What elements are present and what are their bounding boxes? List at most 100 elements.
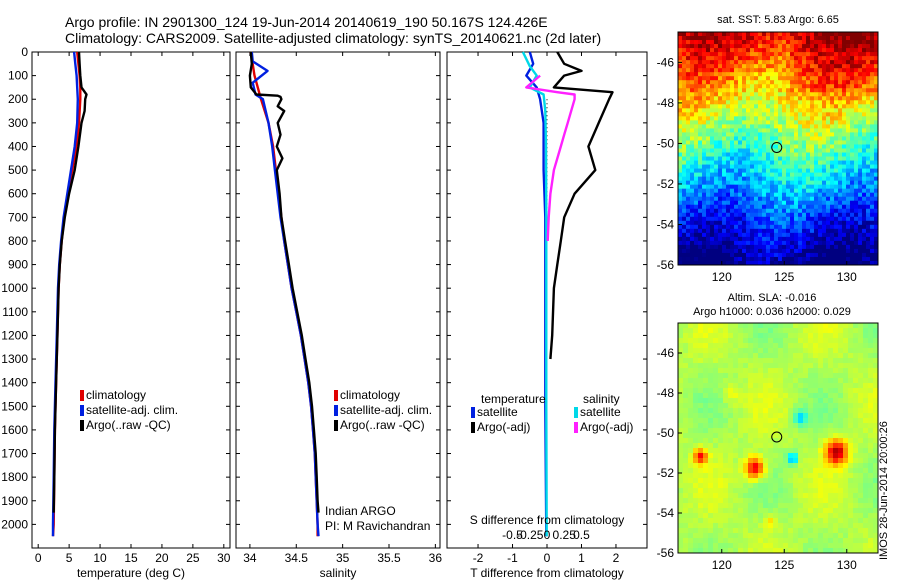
- sla-map-cell: [848, 508, 854, 514]
- sla-map-cell: [743, 423, 749, 429]
- sst-map-cell: [690, 200, 695, 206]
- sla-map-cell: [693, 363, 699, 369]
- sst-map-cell: [758, 112, 763, 117]
- sst-map-cell: [762, 156, 767, 161]
- sla-map-cell: [743, 353, 749, 359]
- sst-map-cell: [718, 204, 723, 210]
- sla-map-cell: [873, 403, 879, 409]
- sst-map-cell: [838, 228, 843, 234]
- sst-map-cell: [746, 180, 751, 186]
- sst-map-cell: [722, 200, 727, 206]
- sst-map-cell: [750, 128, 755, 133]
- sst-map-cell: [698, 256, 703, 262]
- sst-map-cell: [754, 92, 759, 97]
- sla-map-cell: [828, 328, 834, 334]
- sst-map-cell: [786, 260, 791, 266]
- sla-map-cell: [853, 538, 859, 544]
- sst-map-cell: [678, 200, 683, 206]
- sst-map-cell: [826, 136, 831, 141]
- sst-map-cell: [798, 112, 803, 117]
- sst-map-cell: [794, 260, 799, 266]
- sst-map-cell: [826, 208, 831, 214]
- sst-map-cell: [706, 56, 711, 61]
- sst-map-cell: [690, 260, 695, 266]
- sla-map-cell: [873, 458, 879, 464]
- sst-map-cell: [706, 252, 711, 258]
- sst-map-cell: [778, 176, 783, 182]
- sst-map-cell: [778, 188, 783, 194]
- sst-map-cell: [866, 144, 871, 149]
- sst-map-cell: [806, 188, 811, 194]
- sst-map-cell: [722, 60, 727, 65]
- sst-map-cell: [678, 32, 683, 37]
- sst-map-cell: [842, 196, 847, 202]
- sst-map-cell: [786, 52, 791, 57]
- sst-map-cell: [846, 152, 851, 157]
- sst-map-cell: [846, 48, 851, 53]
- sst-map-cell: [762, 96, 767, 101]
- sla-map-cell: [753, 418, 759, 424]
- sla-map-cell: [813, 503, 819, 509]
- sla-map-cell: [688, 353, 694, 359]
- sla-map-cell: [723, 548, 729, 554]
- sst-map-cell: [710, 48, 715, 53]
- sst-map-cell: [866, 44, 871, 49]
- sst-map-cell: [766, 156, 771, 161]
- sst-map-cell: [762, 188, 767, 194]
- sla-map-cell: [803, 388, 809, 394]
- sla-map-cell: [808, 463, 814, 469]
- sla-map-cell: [808, 533, 814, 539]
- sla-map-cell: [828, 488, 834, 494]
- sst-map-cell: [742, 140, 747, 145]
- sst-map-cell: [714, 248, 719, 254]
- sla-map-cell: [793, 523, 799, 529]
- sst-map-cell: [838, 100, 843, 105]
- sst-map-cell: [730, 200, 735, 206]
- sla-map-cell: [753, 498, 759, 504]
- sst-map-cell: [678, 96, 683, 101]
- sla-map-cell: [758, 538, 764, 544]
- sla-map-cell: [833, 513, 839, 519]
- sla-map-cell: [678, 483, 684, 489]
- sst-map-cell: [686, 240, 691, 246]
- sla-map-cell: [753, 393, 759, 399]
- sst-map-cell: [826, 32, 831, 37]
- sst-map-cell: [802, 260, 807, 266]
- sla-map-cell: [853, 328, 859, 334]
- sst-map-cell: [858, 32, 863, 37]
- sst-map-cell: [842, 76, 847, 81]
- sst-map-cell: [746, 80, 751, 85]
- sla-map-cell: [738, 533, 744, 539]
- sst-map-cell: [842, 124, 847, 129]
- sla-map-cell: [693, 438, 699, 444]
- sst-map-cell: [806, 144, 811, 149]
- sst-map-cell: [858, 188, 863, 194]
- sst-map-cell: [830, 140, 835, 145]
- sla-map-cell: [843, 493, 849, 499]
- sla-map-cell: [808, 508, 814, 514]
- sla-map-cell: [708, 538, 714, 544]
- sla-map-cell: [718, 418, 724, 424]
- sla-map-cell: [713, 543, 719, 549]
- sst-map-cell: [682, 148, 687, 153]
- sst-map-cell: [814, 208, 819, 214]
- sst-map-cell: [846, 84, 851, 89]
- sla-map-cell: [753, 378, 759, 384]
- sla-map-cell: [723, 423, 729, 429]
- sla-map-cell: [733, 543, 739, 549]
- sla-map-cell: [848, 398, 854, 404]
- salinity-legend-label: satellite-adj. clim.: [340, 403, 432, 417]
- sst-map-cell: [714, 228, 719, 234]
- sla-map-cell: [783, 398, 789, 404]
- sst-map-cell: [766, 240, 771, 246]
- sla-map-cell: [718, 408, 724, 414]
- sst-map-cell: [730, 80, 735, 85]
- sst-map-cell: [782, 112, 787, 117]
- sst-map-cell: [862, 132, 867, 137]
- sst-map-cell: [790, 184, 795, 190]
- sst-map-cell: [786, 60, 791, 65]
- sst-map-cell: [814, 260, 819, 266]
- sla-map-cell: [763, 488, 769, 494]
- sst-map-cell: [694, 188, 699, 194]
- sst-map-cell: [850, 152, 855, 157]
